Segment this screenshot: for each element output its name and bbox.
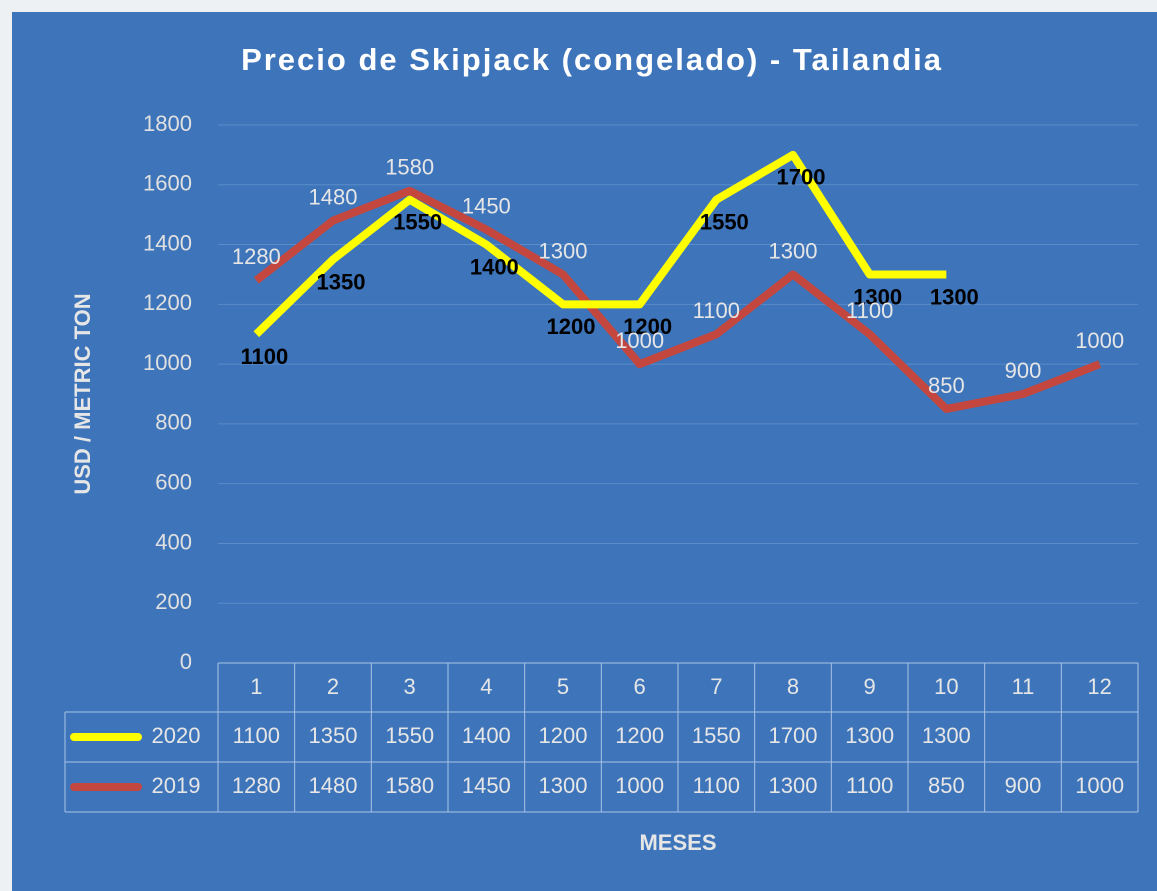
data-label: 1700: [777, 165, 826, 190]
x-tick-label: 2: [327, 674, 339, 699]
x-tick-label: 10: [934, 674, 958, 699]
x-tick-label: 1: [250, 674, 262, 699]
data-label: 1200: [623, 314, 672, 339]
y-tick-label: 400: [155, 529, 192, 554]
table-value: 850: [928, 773, 965, 798]
y-tick-label: 0: [180, 649, 192, 674]
legend-label: 2020: [152, 723, 201, 748]
data-label: 1300: [769, 238, 818, 263]
table-value: 1280: [232, 773, 281, 798]
x-tick-label: 5: [557, 674, 569, 699]
data-label: 850: [928, 373, 965, 398]
table-value: 1450: [462, 773, 511, 798]
data-label: 1280: [232, 244, 281, 269]
x-tick-label: 6: [634, 674, 646, 699]
x-tick-label: 9: [864, 674, 876, 699]
table-value: 1000: [615, 773, 664, 798]
data-label: 1100: [846, 298, 893, 323]
y-tick-label: 1000: [143, 350, 192, 375]
y-tick-label: 800: [155, 410, 192, 435]
data-label: 1300: [539, 238, 588, 263]
series-line: [253, 186, 1102, 413]
data-label: 1350: [317, 269, 366, 294]
table-value: 1300: [922, 723, 971, 748]
table-value: 1200: [539, 723, 588, 748]
y-tick-label: 1200: [143, 290, 192, 315]
data-label: 1000: [1075, 328, 1124, 353]
table-value: 900: [1005, 773, 1042, 798]
data-label: 1480: [309, 184, 358, 209]
table-value: 1100: [693, 773, 740, 798]
y-tick-label: 200: [155, 589, 192, 614]
table-value: 1550: [385, 723, 434, 748]
table-value: 1400: [462, 723, 511, 748]
x-tick-label: 11: [1012, 674, 1035, 699]
table-value: 1300: [845, 723, 894, 748]
x-tick-label: 7: [710, 674, 722, 699]
table-value: 1100: [233, 723, 280, 748]
x-tick-label: 12: [1087, 674, 1111, 699]
chart-title: Precio de Skipjack (congelado) - Tailand…: [241, 42, 943, 77]
table-value: 1300: [769, 773, 818, 798]
table-value: 1350: [309, 723, 358, 748]
y-axis-label: USD / METRIC TON: [70, 293, 95, 494]
series-line: [253, 150, 947, 338]
x-tick-label: 4: [480, 674, 492, 699]
data-label: 1300: [930, 284, 979, 309]
data-label: 900: [1005, 358, 1042, 383]
legend-label: 2019: [152, 773, 201, 798]
table-value: 1300: [539, 773, 588, 798]
x-axis-label: MESES: [639, 830, 716, 855]
data-label: 1200: [547, 314, 596, 339]
chart-panel: [12, 12, 1157, 891]
table-value: 1480: [309, 773, 358, 798]
table-value: 1200: [615, 723, 664, 748]
x-tick-label: 3: [404, 674, 416, 699]
table-value: 1580: [385, 773, 434, 798]
y-tick-label: 1800: [143, 111, 192, 136]
data-label: 1100: [693, 298, 740, 323]
data-label: 1100: [240, 344, 288, 369]
table-value: 1550: [692, 723, 741, 748]
y-tick-label: 1600: [143, 171, 192, 196]
table-value: 1700: [769, 723, 818, 748]
data-label: 1550: [700, 210, 749, 235]
table-value: 1100: [846, 773, 893, 798]
data-label: 1450: [462, 193, 511, 218]
data-label: 1000: [615, 328, 664, 353]
x-tick-label: 8: [787, 674, 799, 699]
data-label: 1580: [385, 155, 434, 180]
y-tick-label: 1400: [143, 230, 192, 255]
data-label: 1400: [470, 254, 519, 279]
y-tick-label: 600: [155, 469, 192, 494]
data-label: 1300: [853, 284, 902, 309]
data-label: 1550: [393, 210, 442, 235]
table-value: 1000: [1075, 773, 1124, 798]
